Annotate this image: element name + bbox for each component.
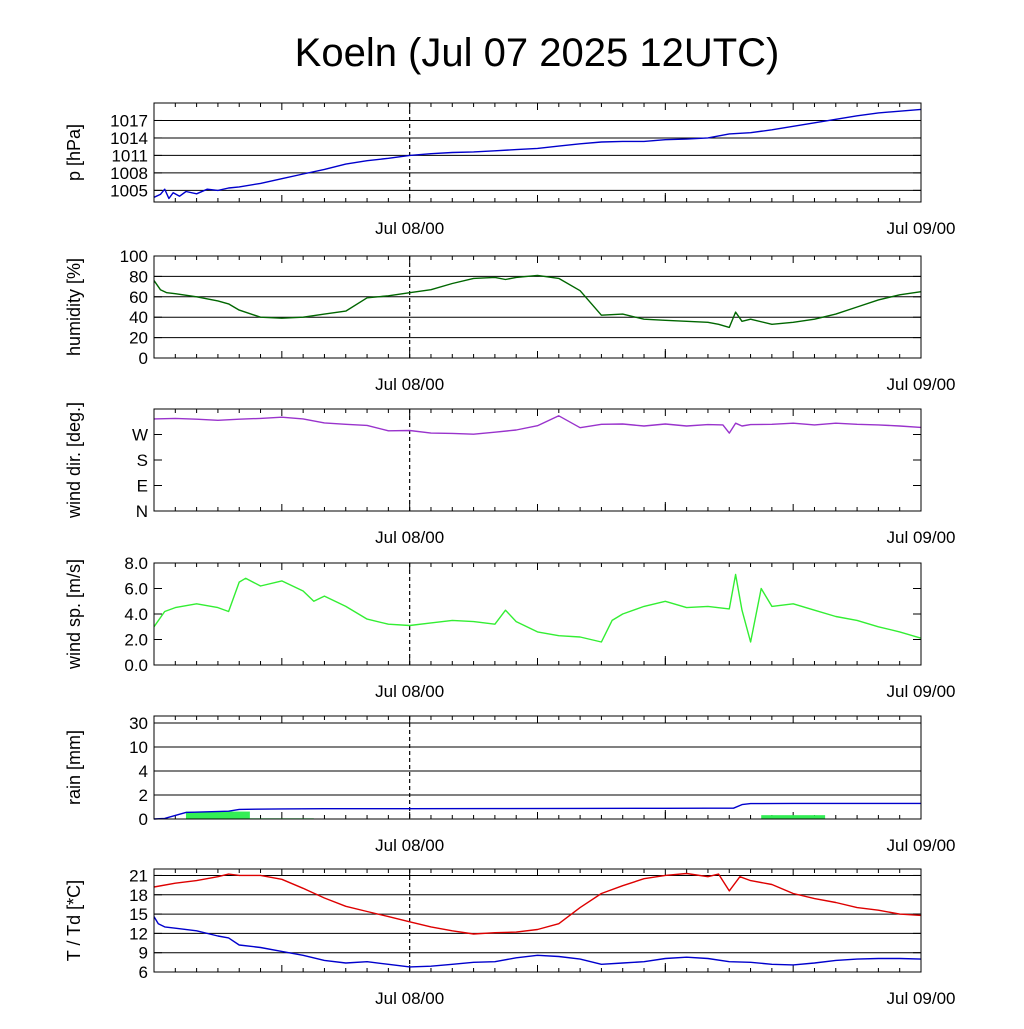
x-tick-label: Jul 09/00 (887, 836, 956, 855)
x-tick-label: Jul 08/00 (375, 528, 444, 547)
y-tick-label: 0 (139, 810, 148, 829)
y-tick-label: 1014 (110, 129, 148, 148)
y-tick-label: 100 (120, 247, 148, 266)
y-tick-label: 40 (129, 308, 148, 327)
y-tick-label: 21 (129, 866, 148, 885)
y-tick-label: 60 (129, 288, 148, 307)
series-line-0 (153, 415, 922, 435)
y-tick-label: N (136, 502, 148, 521)
y-tick-label: 30 (129, 714, 148, 733)
x-tick-label: Jul 08/00 (375, 682, 444, 701)
x-tick-label: Jul 09/00 (887, 682, 956, 701)
plot-frame (153, 562, 922, 666)
y-tick-label: 2 (139, 786, 148, 805)
panel-wind_speed: 0.0 2.0 4.0 6.0 8.0 Jul 08/00 Jul 09/00 wind sp… (64, 554, 956, 701)
plot-frame (153, 102, 922, 203)
y-tick-label: W (132, 426, 148, 445)
y-tick-label: 4.0 (124, 605, 148, 624)
x-tick-label: Jul 09/00 (887, 219, 956, 238)
y-tick-label: 2.0 (124, 631, 148, 650)
y-tick-label: S (137, 451, 148, 470)
y-tick-label: 80 (129, 267, 148, 286)
x-tick-label: Jul 09/00 (887, 375, 956, 394)
y-tick-label: 8.0 (124, 554, 148, 573)
y-tick-label: 18 (129, 886, 148, 905)
y-tick-label: 6 (139, 963, 148, 982)
y-tick-label: 0 (139, 349, 148, 368)
series-line-0 (153, 872, 922, 935)
y-axis-label: wind sp. [m/s] (64, 559, 84, 670)
y-tick-label: 4 (139, 762, 148, 781)
series-line-0 (153, 802, 921, 820)
y-tick-label: 15 (129, 905, 148, 924)
panel-rain: 0 2 4 10 30 Jul 08/00 Jul 09/00 rain [mm] (64, 714, 956, 855)
series-line-1 (153, 916, 922, 968)
y-tick-label: 20 (129, 329, 148, 348)
plot-frame (153, 408, 922, 512)
y-axis-label: humidity [%] (64, 258, 84, 356)
chart-title: Koeln (Jul 07 2025 12UTC) (295, 31, 780, 75)
y-tick-label: 1005 (110, 181, 148, 200)
y-tick-label: 9 (139, 944, 148, 963)
y-tick-label: 6.0 (124, 580, 148, 599)
series-line-0 (153, 573, 922, 643)
x-tick-label: Jul 08/00 (375, 219, 444, 238)
y-axis-label: wind dir. [deg.] (64, 402, 84, 519)
series-line-0 (153, 108, 922, 200)
y-axis-label: p [hPa] (64, 124, 84, 181)
rain-bar (185, 811, 250, 819)
x-tick-label: Jul 08/00 (375, 375, 444, 394)
x-tick-label: Jul 08/00 (375, 989, 444, 1008)
y-tick-label: E (137, 477, 148, 496)
x-tick-label: Jul 09/00 (887, 528, 956, 547)
x-tick-label: Jul 08/00 (375, 836, 444, 855)
series-line-0 (153, 274, 922, 329)
y-tick-label: 10 (129, 738, 148, 757)
plot-frame (153, 255, 922, 359)
x-tick-label: Jul 09/00 (887, 989, 956, 1008)
plot-frame (153, 868, 922, 973)
y-tick-label: 1008 (110, 164, 148, 183)
y-tick-label: 1017 (110, 111, 148, 130)
plot-frame (153, 715, 922, 820)
y-axis-label: T / Td [*C] (64, 880, 84, 961)
y-tick-label: 1011 (111, 146, 148, 165)
y-tick-label: 0.0 (124, 656, 148, 675)
rain-bar (761, 815, 826, 819)
y-axis-label: rain [mm] (64, 730, 84, 805)
y-tick-label: 12 (129, 924, 148, 943)
